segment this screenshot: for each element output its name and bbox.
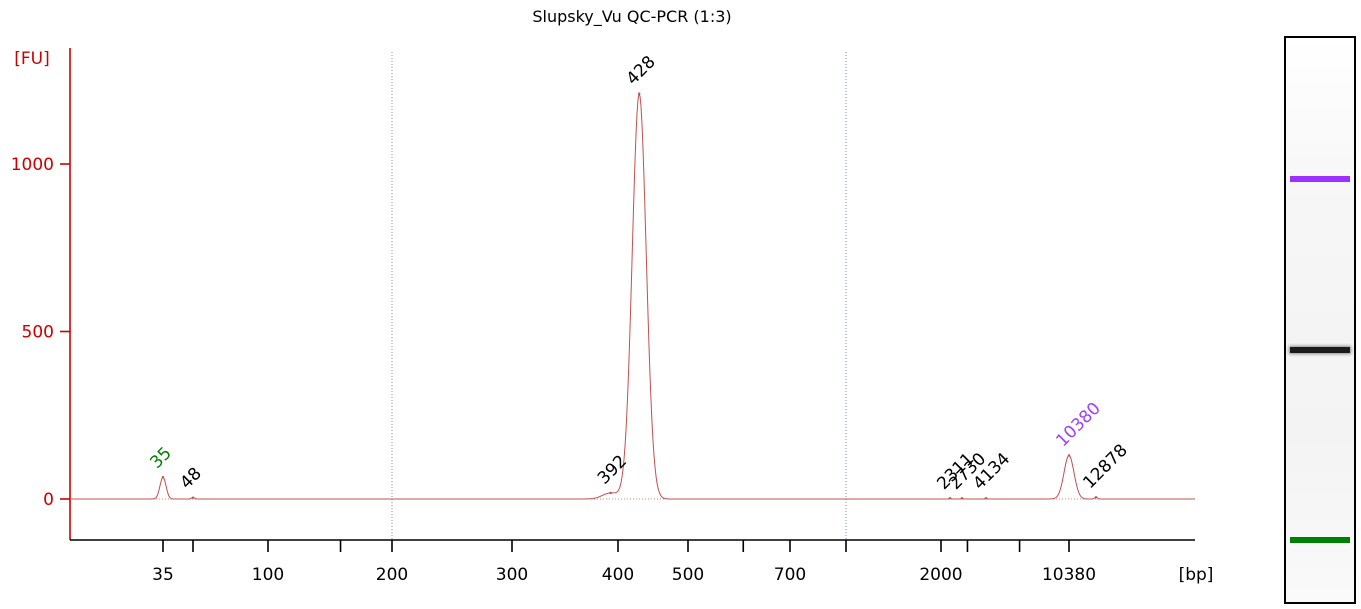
x-tick-label: 400 — [602, 565, 634, 585]
x-tick-label: 100 — [252, 565, 284, 585]
peak-point — [948, 497, 952, 500]
peak-point — [984, 497, 988, 500]
x-tick-label: 500 — [672, 565, 704, 585]
x-tick-label: 300 — [496, 565, 528, 585]
y-axis-label: [FU] — [14, 49, 50, 69]
grid-lines — [150, 52, 1195, 540]
x-tick-label: 200 — [376, 565, 408, 585]
x-tick-label: 2000 — [919, 565, 962, 585]
peak-label: 12878 — [1079, 440, 1131, 492]
trace-line — [70, 92, 1195, 500]
peak-label: 392 — [594, 451, 631, 488]
chart-title: Slupsky_Vu QC-PCR (1:3) — [532, 7, 731, 27]
x-axis-label: [bp] — [1179, 565, 1214, 585]
x-tick-label: 10380 — [1042, 565, 1096, 585]
y-tick-label: 500 — [22, 323, 54, 343]
peak-point — [960, 497, 964, 500]
peak-point — [1094, 496, 1098, 499]
peak-point — [161, 476, 165, 479]
gel-band-main-product — [1290, 347, 1350, 353]
gel-band-lower-marker — [1290, 537, 1350, 543]
peak-label: 35 — [146, 443, 175, 472]
peak-label: 428 — [623, 52, 660, 89]
gel-band-upper-marker — [1290, 176, 1350, 182]
y-tick-label: 1000 — [11, 155, 54, 175]
y-tick-label: 0 — [43, 490, 54, 510]
x-tick-label: 35 — [152, 565, 174, 585]
peak-label: 10380 — [1052, 399, 1104, 451]
trace-layer — [70, 92, 1195, 500]
gel-lane — [1284, 36, 1356, 604]
peak-point — [638, 92, 641, 95]
axes: 0 500 1000 35 100 200 300 400 500 700 2000 10380 — [11, 48, 1195, 585]
x-tick-label: 700 — [774, 565, 806, 585]
peak-point — [191, 496, 195, 499]
peak-label: 48 — [176, 464, 205, 493]
peak-point — [1067, 454, 1071, 457]
peak-point — [609, 491, 612, 495]
